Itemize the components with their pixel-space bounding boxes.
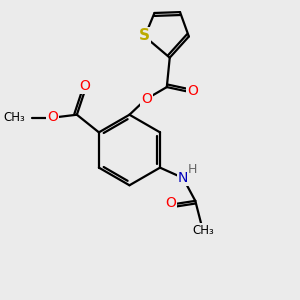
Text: CH₃: CH₃ xyxy=(193,224,214,237)
Text: S: S xyxy=(139,28,150,44)
Text: O: O xyxy=(47,110,58,124)
Text: O: O xyxy=(80,79,90,93)
Text: O: O xyxy=(166,196,176,210)
Text: N: N xyxy=(178,171,188,185)
Text: H: H xyxy=(188,163,197,176)
Text: O: O xyxy=(187,84,198,98)
Text: CH₃: CH₃ xyxy=(3,111,25,124)
Text: O: O xyxy=(141,92,152,106)
